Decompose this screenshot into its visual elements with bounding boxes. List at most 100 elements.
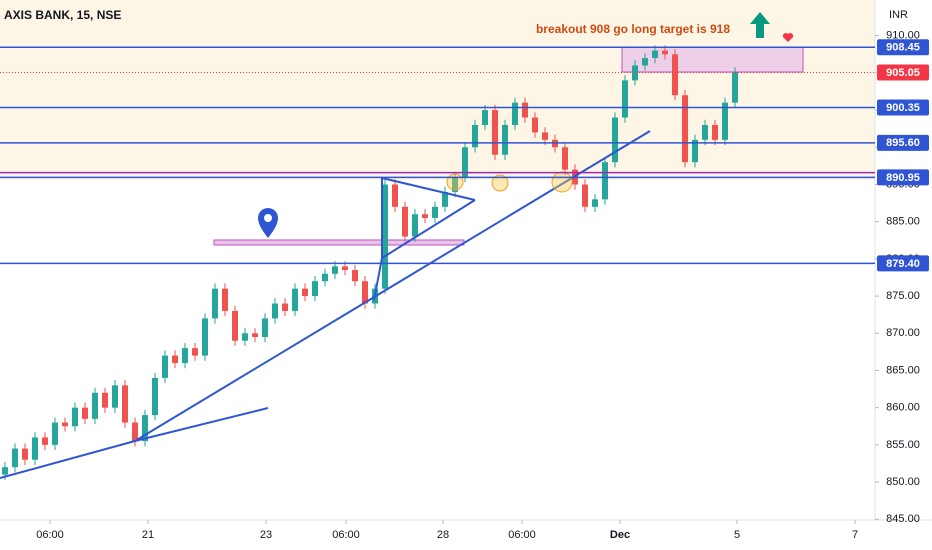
annotation: breakout 908 go long target is 918 (536, 22, 730, 36)
candle-body (12, 448, 18, 468)
candle-body (732, 72, 738, 103)
price-label: 890.95 (886, 172, 920, 184)
candle-body (232, 310, 238, 341)
candle-body (532, 117, 538, 133)
candle-body (462, 147, 468, 178)
highlight-zone (0, 0, 875, 180)
pin-icon (258, 208, 278, 238)
candle-body (712, 124, 718, 140)
candle-body (142, 415, 148, 442)
price-label-box (877, 255, 929, 272)
candle-body (132, 422, 138, 442)
pin-icon-hole (264, 214, 272, 222)
trendline (373, 257, 383, 301)
price-label-box (877, 169, 929, 186)
up-arrow (750, 12, 770, 38)
candle-body (502, 124, 508, 155)
x-tick-label: 28 (437, 529, 449, 541)
candle-body (322, 273, 328, 282)
candle-body (2, 467, 8, 475)
x-tick-label: 06:00 (508, 529, 536, 541)
candle-body (452, 177, 458, 192)
candle-body (382, 184, 388, 289)
candle-body (512, 102, 518, 125)
price-label: 895.60 (886, 137, 920, 149)
price-label: 900.35 (886, 102, 920, 114)
candle-body (252, 333, 258, 337)
y-tick-label: 850.00 (886, 476, 920, 488)
y-tick-label: 865.00 (886, 364, 920, 376)
candle-body (22, 448, 28, 460)
y-tick-label: 875.00 (886, 290, 920, 302)
candle-body (292, 288, 298, 311)
candle-body (672, 54, 678, 96)
candle-body (662, 50, 668, 55)
candle-body (162, 355, 168, 378)
candle-body (342, 266, 348, 271)
trendline (134, 407, 269, 442)
support-box (213, 239, 465, 246)
candle-body (562, 147, 568, 170)
candle-body (632, 65, 638, 81)
trendline (381, 199, 476, 259)
marker (551, 171, 573, 193)
x-tick-label: 06:00 (332, 529, 360, 541)
candle-body (222, 288, 228, 311)
y-tick-label: 910.00 (886, 30, 920, 42)
candle-body (492, 110, 498, 155)
price-label-box (877, 64, 929, 81)
candle-body (722, 102, 728, 140)
x-tick-label: 06:00 (36, 529, 64, 541)
candle-body (592, 199, 598, 207)
candle-body (472, 124, 478, 148)
candle-body (432, 206, 438, 218)
candle-body (692, 139, 698, 163)
price-label-box (877, 134, 929, 151)
candle-body (92, 392, 98, 419)
x-tick-label: 21 (142, 529, 154, 541)
candle-body (612, 117, 618, 163)
candle-body (332, 266, 338, 274)
y-tick-label: 855.00 (886, 439, 920, 451)
x-tick-label: 7 (852, 529, 858, 541)
candle-body (212, 288, 218, 319)
price-label: 905.05 (886, 67, 920, 79)
price-label: 879.40 (886, 258, 920, 270)
candle-body (72, 407, 78, 427)
candle-body (582, 184, 588, 207)
candle-body (42, 437, 48, 445)
candle-body (182, 348, 188, 364)
trendline (381, 177, 476, 201)
candle-body (302, 288, 308, 297)
candle-body (172, 355, 178, 364)
candle-body (202, 318, 208, 356)
candle-body (702, 124, 708, 140)
candle-body (652, 50, 658, 59)
candle-body (642, 58, 648, 66)
candle-body (192, 348, 198, 356)
candle-body (32, 437, 38, 460)
heart-icon (782, 33, 794, 42)
candle-body (102, 392, 108, 408)
marker (491, 174, 509, 192)
candle-body (312, 281, 318, 297)
candle-body (62, 422, 68, 427)
breakout-box (621, 46, 804, 73)
candles (2, 45, 738, 480)
candle-body (282, 303, 288, 311)
trendline (0, 440, 136, 479)
trendlines (0, 130, 651, 479)
candle-body (272, 303, 278, 319)
chart-title: AXIS BANK, 15, NSE (4, 8, 121, 22)
price-label-box (877, 39, 929, 56)
candle-body (622, 80, 628, 118)
candle-body (602, 162, 608, 200)
candle-body (482, 110, 488, 125)
candle-body (82, 407, 88, 419)
candle-body (442, 191, 448, 207)
candle-body (542, 132, 548, 140)
candle-body (112, 385, 118, 408)
candle-body (152, 377, 158, 416)
y-tick-label: 885.00 (886, 216, 920, 228)
candle-body (682, 95, 688, 163)
